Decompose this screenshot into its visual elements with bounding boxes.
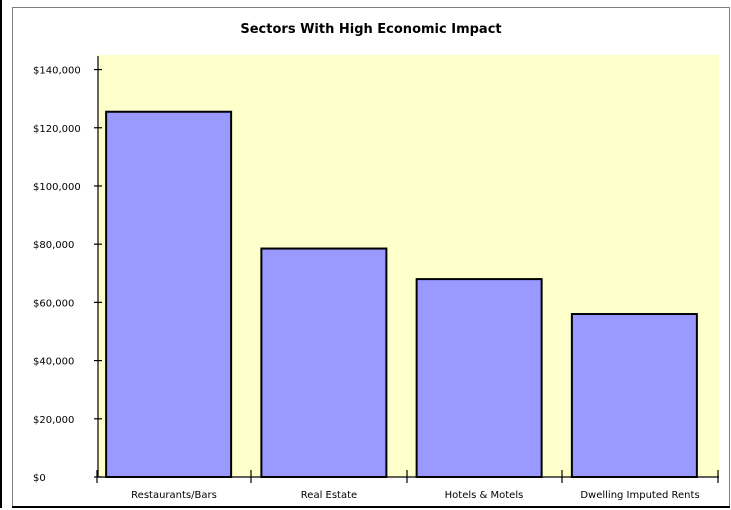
x-tick-label: Hotels & Motels bbox=[445, 490, 524, 501]
y-tick-label: $120,000 bbox=[33, 124, 81, 135]
y-tick-label: $60,000 bbox=[33, 298, 74, 309]
frame-left-border bbox=[0, 0, 2, 508]
bar-chart: Sectors With High Economic Impact $0 $20,… bbox=[33, 22, 719, 501]
x-tick-label: Dwelling Imputed Rents bbox=[580, 490, 699, 501]
bar-dwelling-imputed-rents bbox=[570, 313, 698, 478]
chart-title: Sectors With High Economic Impact bbox=[240, 22, 501, 37]
x-tick-label: Real Estate bbox=[301, 490, 357, 501]
y-tick-label: $100,000 bbox=[33, 182, 81, 193]
chart-panel: Sectors With High Economic Impact $0 $20,… bbox=[12, 7, 730, 508]
y-tick-label: $140,000 bbox=[33, 66, 81, 77]
bar-real-estate bbox=[260, 247, 388, 478]
bar-hotels-motels bbox=[415, 278, 543, 478]
y-tick-label: $20,000 bbox=[33, 415, 74, 426]
y-tick-label: $40,000 bbox=[33, 357, 74, 368]
y-tick-label: $80,000 bbox=[33, 240, 74, 251]
x-tick-label: Restaurants/Bars bbox=[131, 490, 217, 501]
y-tick-label: $0 bbox=[33, 473, 46, 484]
frame-bottom-border bbox=[12, 506, 730, 508]
bar-restaurants-bars bbox=[105, 110, 233, 479]
